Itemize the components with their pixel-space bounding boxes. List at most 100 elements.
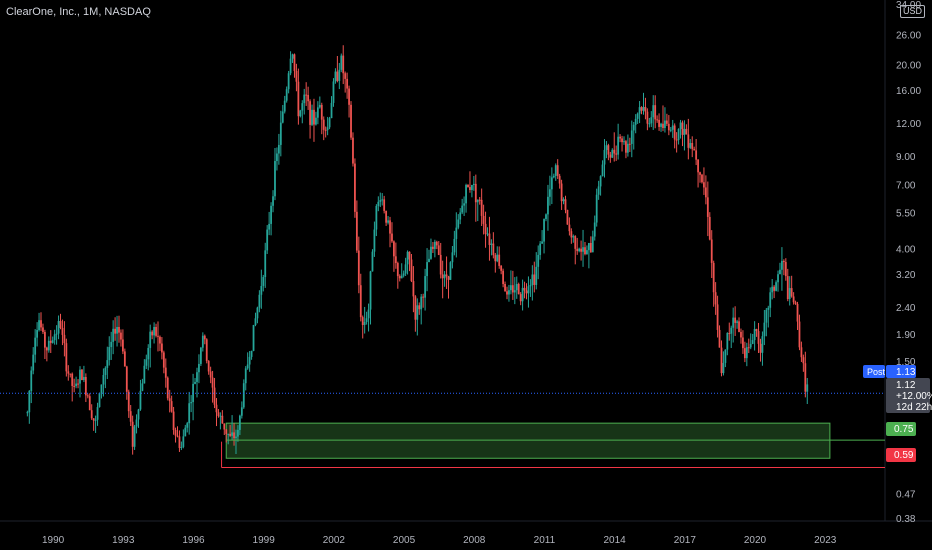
candle-body — [120, 332, 122, 340]
candle-body — [69, 373, 72, 375]
candle — [315, 111, 317, 126]
candle — [26, 410, 29, 417]
candle — [619, 134, 621, 143]
candle-body — [61, 327, 64, 335]
currency-badge[interactable]: USD — [900, 5, 926, 18]
candle-body — [469, 187, 471, 190]
candle — [149, 324, 152, 368]
candle — [164, 358, 167, 388]
candle — [162, 350, 165, 374]
candle-body — [334, 71, 337, 82]
candle-body — [693, 149, 696, 151]
candle — [279, 110, 282, 157]
candle — [527, 276, 530, 308]
candle — [706, 181, 709, 237]
candle — [693, 146, 696, 151]
candle-body — [348, 88, 350, 105]
candle — [361, 315, 364, 339]
candle — [127, 389, 130, 418]
candle — [572, 234, 575, 243]
candle-body — [428, 258, 430, 263]
green-level-text: 0.75 — [894, 424, 914, 435]
candle-body — [679, 122, 682, 130]
candle — [716, 295, 719, 338]
candle — [611, 148, 614, 159]
x-tick-label: 1996 — [182, 535, 205, 546]
candle-body — [160, 343, 163, 353]
candle-body — [305, 94, 308, 96]
candle-body — [755, 329, 758, 332]
candle-body — [697, 159, 699, 173]
candle-body — [229, 433, 232, 436]
candle — [435, 240, 438, 250]
candle — [525, 283, 528, 300]
candle — [291, 53, 294, 63]
candle-body — [338, 69, 341, 81]
candle-body — [285, 89, 288, 101]
candle — [42, 323, 44, 334]
candle-body — [301, 103, 304, 111]
candle — [591, 230, 594, 253]
candle — [281, 104, 284, 124]
candle-body — [494, 255, 497, 262]
candle-body — [198, 363, 200, 373]
candle — [160, 337, 163, 360]
candle-body — [742, 337, 744, 349]
candle — [387, 216, 389, 225]
candle-body — [420, 296, 423, 310]
candle — [344, 71, 347, 93]
candle — [49, 330, 52, 354]
candle — [30, 366, 33, 404]
candle-body — [28, 390, 31, 413]
candle — [535, 252, 538, 290]
candle — [102, 368, 105, 397]
y-tick-label: 0.38 — [896, 514, 916, 525]
candle-body — [547, 196, 549, 215]
candle-body — [127, 391, 130, 412]
candle-body — [416, 305, 419, 320]
candle-body — [272, 196, 274, 206]
candle — [712, 260, 715, 307]
candle-body — [806, 384, 809, 392]
candle-body — [498, 254, 501, 266]
candle-body — [554, 165, 557, 176]
candle — [511, 270, 514, 300]
candle — [145, 354, 148, 370]
candle-body — [656, 119, 659, 121]
candle-body — [38, 320, 40, 331]
candle-body — [529, 285, 532, 287]
candle-body — [112, 328, 115, 342]
candle — [773, 285, 776, 299]
candle — [628, 137, 631, 153]
candle-body — [209, 371, 212, 378]
demand-zone-layer — [225, 422, 831, 459]
candle — [141, 378, 144, 392]
candle — [469, 171, 471, 193]
candle — [223, 423, 226, 435]
candle-body — [710, 239, 713, 263]
candle-body — [246, 364, 249, 369]
candle — [734, 306, 737, 336]
candle-body — [740, 331, 742, 338]
candle-body — [391, 233, 393, 242]
candle-body — [90, 410, 93, 419]
candle-body — [541, 241, 543, 244]
candle-body — [580, 248, 582, 252]
candle — [601, 160, 604, 177]
demand-zone[interactable] — [225, 422, 831, 459]
x-tick-label: 2023 — [814, 535, 837, 546]
candle-body — [233, 432, 235, 439]
candle-body — [558, 175, 561, 184]
candle-body — [102, 374, 105, 385]
candle-body — [800, 347, 803, 358]
candle-body — [53, 334, 56, 341]
candle-body — [724, 349, 727, 363]
candle — [277, 133, 280, 165]
candle-body — [781, 260, 783, 270]
candle-body — [572, 236, 575, 238]
candle-body — [543, 219, 545, 242]
candle — [730, 325, 733, 349]
candle-body — [790, 288, 793, 297]
candle — [767, 305, 770, 328]
